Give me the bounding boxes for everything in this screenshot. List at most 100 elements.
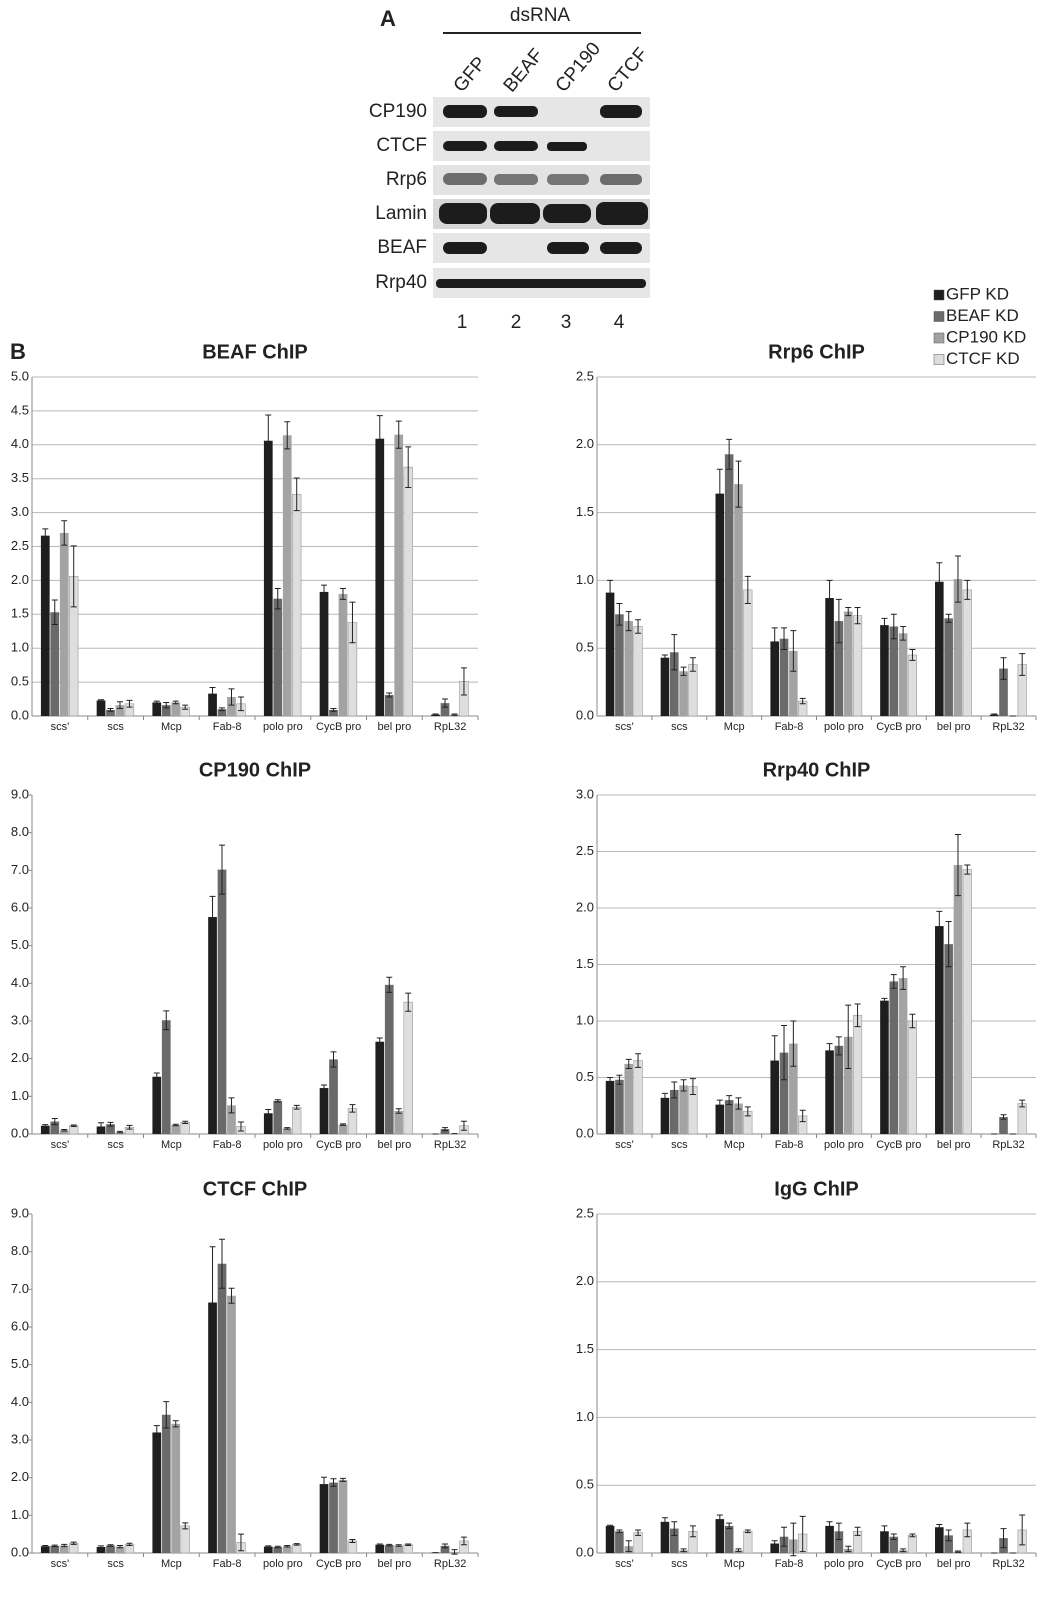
- y-tick-label: 0.5: [576, 640, 594, 655]
- bar: [97, 700, 106, 716]
- x-tick-label: Mcp: [161, 1558, 182, 1570]
- bar: [385, 695, 394, 716]
- legend-swatch: [934, 355, 944, 365]
- lane-label: CTCF: [604, 44, 653, 96]
- band: [547, 174, 589, 185]
- bar: [50, 612, 59, 716]
- bar: [606, 593, 615, 716]
- bar: [273, 1101, 282, 1134]
- row-label: Lamin: [375, 203, 427, 224]
- row-label: BEAF: [377, 237, 427, 258]
- bar: [339, 594, 348, 716]
- bar: [725, 1526, 734, 1553]
- x-tick-label: CycB pro: [316, 1139, 361, 1151]
- bar: [171, 1424, 180, 1553]
- bar: [404, 467, 413, 716]
- y-tick-label: 3.0: [11, 1012, 29, 1027]
- y-tick-label: 5.0: [11, 937, 29, 952]
- y-tick-label: 0.0: [11, 1544, 29, 1559]
- legend-label: GFP KD: [946, 284, 1009, 303]
- bar: [320, 592, 329, 716]
- bar: [375, 1042, 384, 1134]
- bar: [853, 1015, 862, 1134]
- bar: [264, 441, 273, 716]
- band: [600, 242, 642, 254]
- x-tick-label: scs: [107, 1139, 124, 1151]
- band: [443, 141, 487, 151]
- x-tick-label: CycB pro: [876, 1558, 921, 1570]
- bar: [634, 1061, 643, 1134]
- y-tick-label: 7.0: [11, 1281, 29, 1296]
- bar: [889, 981, 898, 1134]
- bar: [853, 616, 862, 716]
- bar: [908, 1535, 917, 1553]
- bar: [283, 435, 292, 716]
- x-tick-label: bel pro: [378, 1558, 412, 1570]
- bar: [273, 599, 282, 716]
- x-tick-label: polo pro: [824, 721, 864, 733]
- bar: [944, 944, 953, 1134]
- blot: [433, 97, 650, 298]
- y-tick-label: 1.5: [576, 956, 594, 971]
- bar: [935, 1527, 944, 1553]
- bar: [716, 1519, 725, 1553]
- bar: [844, 612, 853, 716]
- x-tick-label: bel pro: [378, 721, 412, 733]
- bar: [624, 1064, 633, 1134]
- error-bar: [275, 1100, 281, 1102]
- y-tick-label: 0.0: [11, 707, 29, 722]
- bar: [339, 1480, 348, 1553]
- bar: [679, 671, 688, 716]
- x-tick-label: scs': [51, 721, 70, 733]
- band: [443, 242, 487, 254]
- x-tick-label: bel pro: [378, 1139, 412, 1151]
- x-tick-label: scs': [615, 721, 634, 733]
- bar: [292, 494, 301, 716]
- x-tick-label: RpL32: [992, 721, 1024, 733]
- chart-title: BEAF ChIP: [202, 341, 308, 363]
- bar: [634, 627, 643, 716]
- y-tick-label: 8.0: [11, 1243, 29, 1258]
- bar: [661, 1098, 670, 1134]
- y-tick-label: 2.0: [11, 1050, 29, 1065]
- x-tick-label: Fab-8: [775, 1558, 804, 1570]
- bar: [624, 621, 633, 716]
- bar: [889, 627, 898, 716]
- bar: [320, 1088, 329, 1134]
- y-tick-label: 1.0: [576, 1012, 594, 1027]
- y-tick-label: 2.0: [576, 1273, 594, 1288]
- bar: [944, 618, 953, 716]
- x-tick-label: scs: [107, 1558, 124, 1570]
- row-label: Rrp40: [375, 272, 427, 293]
- bar: [734, 484, 743, 716]
- bar: [152, 1432, 161, 1553]
- y-tick-label: 5.0: [11, 1356, 29, 1371]
- y-tick-label: 4.0: [11, 975, 29, 990]
- bar: [218, 870, 227, 1134]
- bar: [329, 1483, 338, 1553]
- y-tick-label: 2.5: [576, 368, 594, 383]
- bar: [954, 865, 963, 1134]
- y-tick-label: 1.0: [576, 572, 594, 587]
- x-tick-label: polo pro: [824, 1139, 864, 1151]
- bar: [615, 1080, 624, 1134]
- x-tick-label: scs: [671, 1139, 688, 1151]
- y-tick-label: 3.5: [11, 470, 29, 485]
- x-tick-label: RpL32: [434, 721, 466, 733]
- bar: [825, 1050, 834, 1134]
- y-tick-label: 0.0: [576, 707, 594, 722]
- y-tick-label: 1.5: [576, 504, 594, 519]
- bar: [908, 1021, 917, 1134]
- y-tick-label: 4.0: [11, 436, 29, 451]
- x-tick-label: Fab-8: [775, 721, 804, 733]
- x-tick-label: bel pro: [937, 721, 971, 733]
- bar: [615, 614, 624, 716]
- y-tick-label: 4.0: [11, 1394, 29, 1409]
- chart-title: Rrp40 ChIP: [763, 759, 871, 781]
- y-tick-label: 3.0: [11, 504, 29, 519]
- bar: [162, 1415, 171, 1553]
- y-tick-label: 0.0: [576, 1544, 594, 1559]
- y-tick-label: 3.0: [576, 786, 594, 801]
- x-tick-label: Mcp: [724, 1139, 745, 1151]
- bar: [725, 1100, 734, 1134]
